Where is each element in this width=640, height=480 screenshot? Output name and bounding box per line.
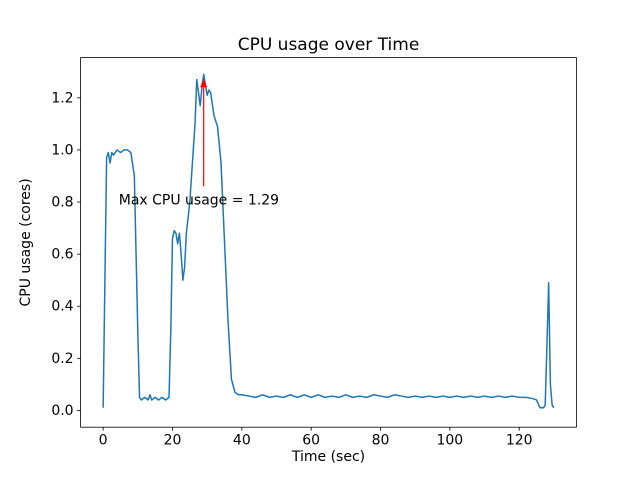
annotation-arrow-head: [200, 78, 208, 88]
x-tick-label: 0: [99, 433, 108, 449]
y-tick-label: 0.0: [51, 403, 73, 419]
x-tick-label: 40: [233, 433, 251, 449]
y-tick-label: 0.2: [51, 351, 73, 367]
x-tick-label: 80: [372, 433, 390, 449]
y-tick-label: 0.4: [51, 299, 73, 315]
y-tick-label: 1.2: [51, 90, 73, 106]
x-axis-label: Time (sec): [291, 449, 365, 465]
x-tick-label: 100: [436, 433, 463, 449]
y-axis-label: CPU usage (cores): [18, 178, 34, 306]
y-tick-label: 1.0: [51, 142, 73, 158]
y-tick-label: 0.8: [51, 195, 73, 211]
annotation-text: Max CPU usage = 1.29: [119, 193, 279, 209]
axes-spines: [80, 57, 577, 428]
chart-title: CPU usage over Time: [238, 35, 420, 55]
plot-area: 0 20 40 60 80 100 120 0.0 0.2 0.4 0.6 0.8 1.0 1.2 Max …: [51, 57, 577, 449]
x-tick-label: 120: [506, 433, 533, 449]
data-line-cpu_usage: [102, 73, 555, 409]
x-tick-label: 20: [164, 433, 182, 449]
y-tick-label: 0.6: [51, 247, 73, 263]
x-tick-label: 60: [302, 433, 320, 449]
